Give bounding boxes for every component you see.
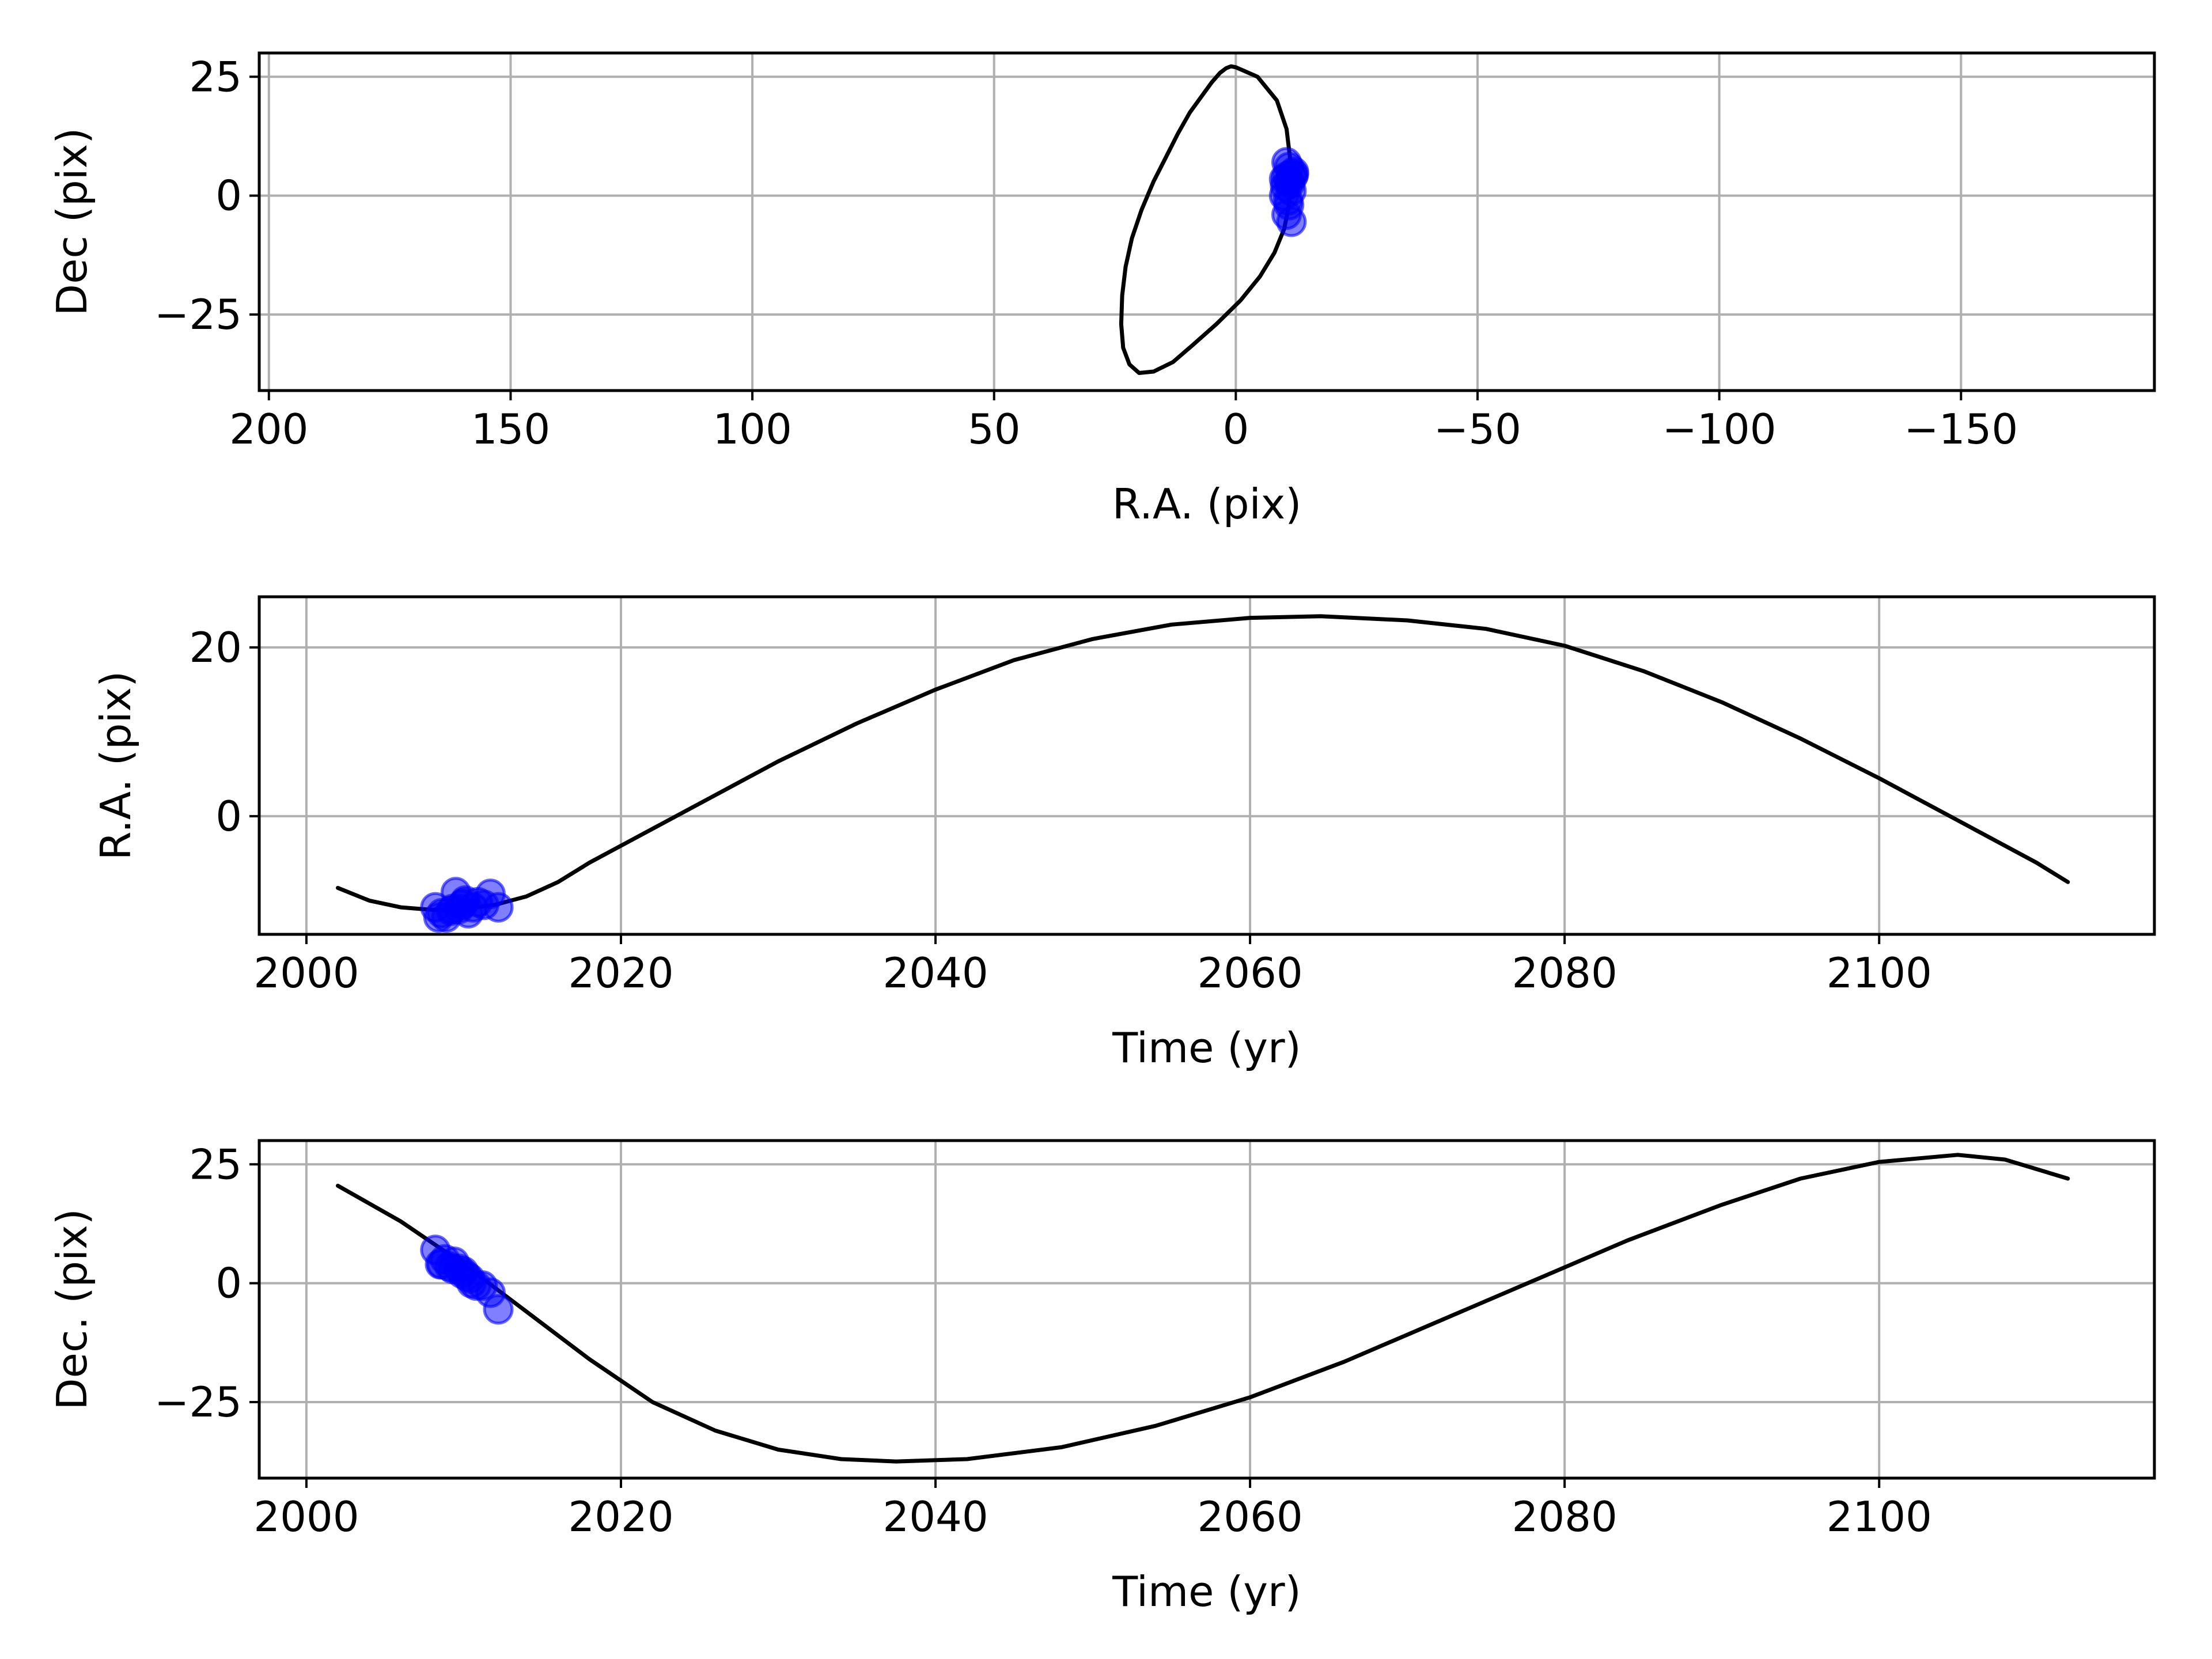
sky-plane-panel: 200 150 100 50 0 −50 −100 −150 25 0 −25 R.A. (pix)… — [48, 51, 2156, 528]
axes-frame — [257, 1139, 2156, 1480]
grid-lines — [259, 1141, 2154, 1478]
y-axis-label: Dec. (pix) — [48, 1209, 96, 1410]
grid-lines — [259, 597, 2154, 934]
x-tick-label: 50 — [968, 405, 1021, 453]
y-tick-label: 0 — [215, 1259, 242, 1308]
data-point — [1276, 206, 1307, 237]
x-tick-label: 200 — [229, 405, 308, 453]
axes-frame — [257, 595, 2156, 936]
x-tick-label: 2020 — [568, 1493, 673, 1541]
x-tick-label: 2100 — [1827, 949, 1932, 997]
ticks: 200 150 100 50 0 −50 −100 −150 25 0 −25 — [154, 52, 2018, 453]
x-tick-label: 2040 — [882, 1493, 988, 1541]
ticks: 2000 2020 2040 2060 2080 2100 20 0 — [189, 623, 1931, 997]
x-tick-label: 2080 — [1512, 1493, 1618, 1541]
plot-area — [336, 1153, 2070, 1464]
plot-area — [336, 614, 2070, 933]
ra-vs-time-panel: 2000 2020 2040 2060 2080 2100 20 0 Time (yr) R.… — [92, 595, 2156, 1072]
y-axis-label: Dec (pix) — [48, 128, 96, 316]
x-tick-label: 150 — [471, 405, 550, 453]
y-tick-label: −25 — [154, 1378, 242, 1426]
dec-vs-time-panel: 2000 2020 2040 2060 2080 2100 25 0 −25 Time (yr)… — [48, 1139, 2156, 1616]
x-tick-label: 2060 — [1197, 1493, 1302, 1541]
axes-frame — [257, 51, 2156, 392]
y-tick-label: 0 — [215, 792, 242, 840]
grid-lines — [259, 53, 2154, 391]
x-tick-label: 2000 — [253, 949, 359, 997]
x-axis-label: R.A. (pix) — [1112, 480, 1302, 528]
x-tick-label: 2000 — [253, 1493, 359, 1541]
y-tick-label: 0 — [215, 172, 242, 220]
y-tick-label: 20 — [189, 623, 242, 672]
data-point — [483, 1294, 514, 1325]
x-tick-label: 2040 — [882, 949, 988, 997]
x-tick-label: −50 — [1434, 405, 1521, 453]
x-tick-label: −150 — [1904, 405, 2018, 453]
x-axis-label: Time (yr) — [1112, 1567, 1301, 1616]
x-tick-label: 2100 — [1827, 1493, 1932, 1541]
y-axis-label: R.A. (pix) — [92, 671, 140, 861]
x-tick-label: 0 — [1222, 405, 1249, 453]
orbit-model-curve — [336, 1153, 2070, 1464]
x-tick-label: 2060 — [1197, 949, 1302, 997]
x-axis-label: Time (yr) — [1112, 1024, 1301, 1072]
y-tick-label: 25 — [189, 52, 242, 101]
x-tick-label: 100 — [713, 405, 791, 453]
data-point — [446, 1258, 478, 1289]
x-tick-label: 2080 — [1512, 949, 1618, 997]
y-tick-label: −25 — [154, 290, 242, 339]
x-tick-label: −100 — [1662, 405, 1777, 453]
x-tick-label: 2020 — [568, 949, 673, 997]
y-tick-label: 25 — [189, 1140, 242, 1188]
data-point — [483, 892, 514, 923]
plot-area — [1119, 64, 1309, 375]
ticks: 2000 2020 2040 2060 2080 2100 25 0 −25 — [154, 1140, 1932, 1541]
data-point — [448, 888, 479, 919]
